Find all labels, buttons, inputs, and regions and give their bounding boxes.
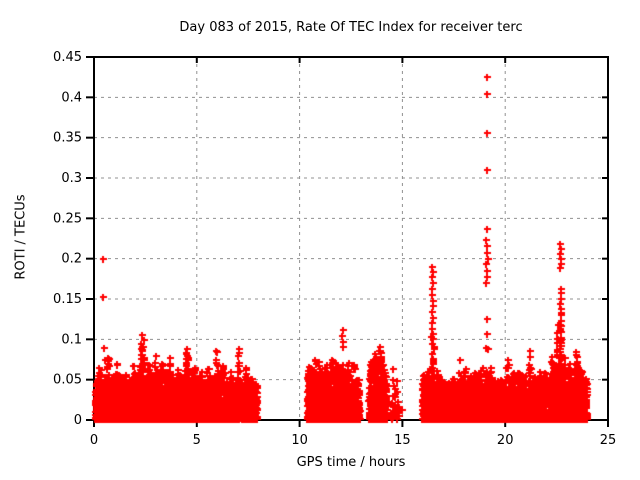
y-tick-label: 0.3 bbox=[61, 171, 82, 186]
x-tick-label: 15 bbox=[394, 433, 411, 448]
y-tick-label: 0.2 bbox=[61, 252, 82, 267]
y-tick-label: 0.25 bbox=[53, 211, 82, 226]
y-tick-label: 0.45 bbox=[53, 50, 82, 65]
x-tick-label: 0 bbox=[90, 433, 98, 448]
y-axis-label: ROTI / TECUs bbox=[13, 194, 29, 280]
x-tick-label: 25 bbox=[600, 433, 617, 448]
x-tick-label: 20 bbox=[497, 433, 514, 448]
y-tick-label: 0.15 bbox=[53, 292, 82, 307]
chart-title: Day 083 of 2015, Rate Of TEC Index for r… bbox=[179, 20, 523, 35]
y-tick-label: 0.4 bbox=[61, 90, 82, 105]
x-tick-label: 10 bbox=[291, 433, 308, 448]
y-tick-label: 0 bbox=[74, 413, 82, 428]
x-tick-label: 5 bbox=[193, 433, 201, 448]
plot-border bbox=[93, 56, 609, 421]
x-axis-label: GPS time / hours bbox=[296, 455, 406, 470]
y-tick-label: 0.05 bbox=[53, 373, 82, 388]
y-tick-label: 0.1 bbox=[61, 332, 82, 347]
y-tick-label: 0.35 bbox=[53, 131, 82, 146]
